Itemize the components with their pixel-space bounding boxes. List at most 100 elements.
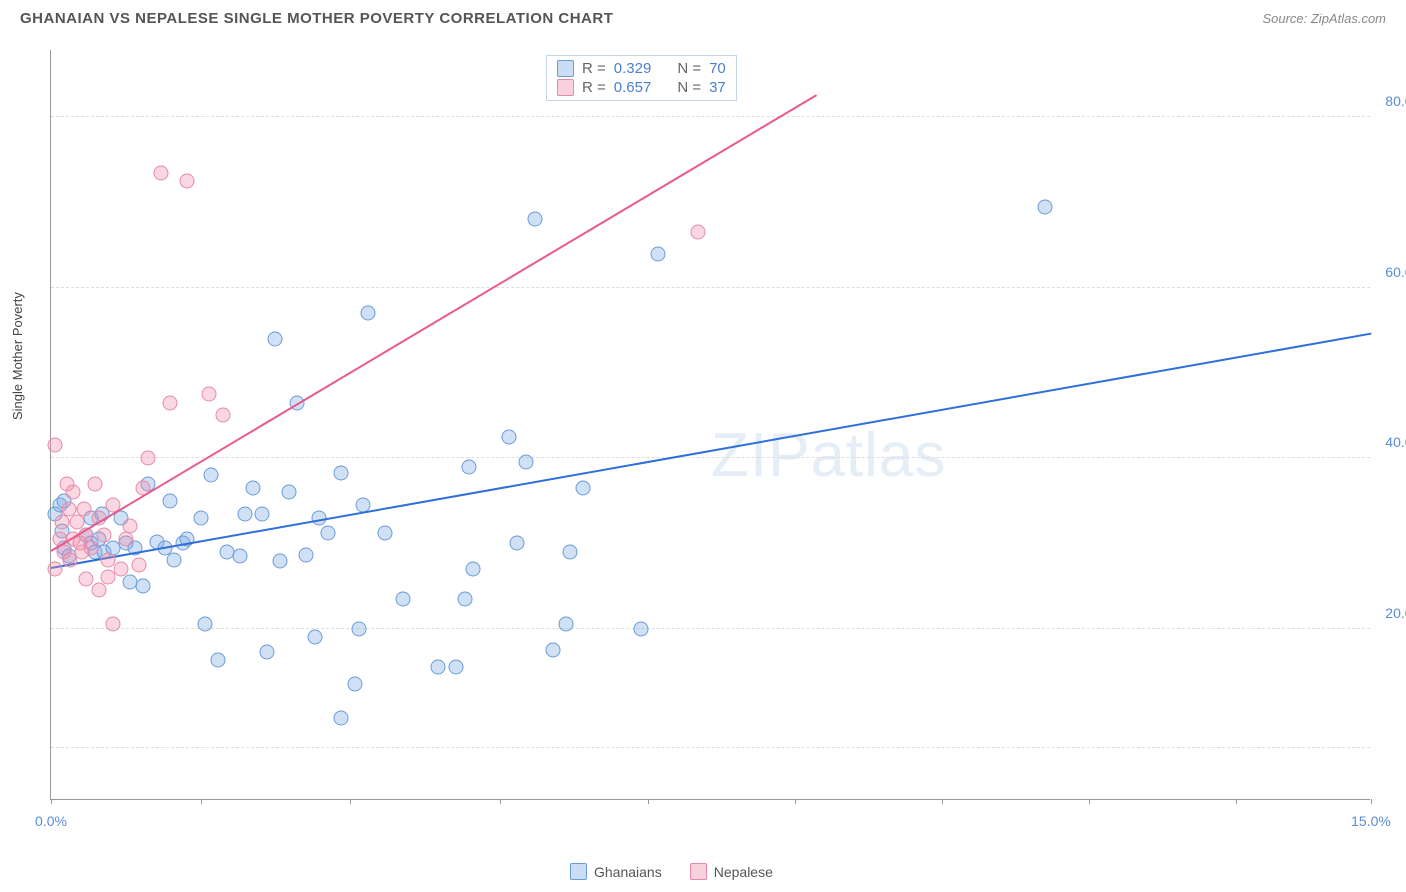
- gridline: [51, 116, 1370, 117]
- data-point: [462, 459, 477, 474]
- data-point: [690, 225, 705, 240]
- y-tick-label: 80.0%: [1385, 93, 1406, 109]
- legend-label: Nepalese: [714, 864, 773, 880]
- legend-label: Ghanaians: [594, 864, 662, 880]
- x-tick: [350, 799, 351, 804]
- n-label: N =: [677, 60, 701, 77]
- data-point: [48, 561, 63, 576]
- gridline: [51, 457, 1370, 458]
- data-point: [563, 544, 578, 559]
- data-point: [211, 653, 226, 668]
- data-point: [321, 526, 336, 541]
- series-legend: Ghanaians Nepalese: [570, 863, 773, 880]
- legend-stats-row: R =0.657N =37: [557, 78, 726, 97]
- data-point: [154, 165, 169, 180]
- r-label: R =: [582, 60, 606, 77]
- trend-line: [50, 94, 817, 552]
- data-point: [132, 557, 147, 572]
- legend-stats-row: R = 0.329 N = 70: [557, 59, 726, 78]
- source-label: Source: ZipAtlas.com: [1262, 11, 1386, 26]
- x-tick: [648, 799, 649, 804]
- r-value: 0.657: [614, 79, 652, 96]
- data-point: [162, 493, 177, 508]
- data-point: [448, 659, 463, 674]
- legend-swatch: [557, 60, 574, 77]
- data-point: [48, 438, 63, 453]
- data-point: [268, 331, 283, 346]
- data-point: [466, 561, 481, 576]
- data-point: [118, 532, 133, 547]
- data-point: [237, 506, 252, 521]
- data-point: [105, 617, 120, 632]
- scatter-chart: ZIPatlas R =0.329N =70R =0.657N =37 20.0…: [50, 50, 1370, 800]
- data-point: [233, 549, 248, 564]
- x-tick: [51, 799, 52, 804]
- data-point: [576, 480, 591, 495]
- data-point: [255, 506, 270, 521]
- data-point: [510, 536, 525, 551]
- data-point: [308, 630, 323, 645]
- x-tick: [201, 799, 202, 804]
- data-point: [54, 515, 69, 530]
- data-point: [114, 561, 129, 576]
- data-point: [193, 510, 208, 525]
- data-point: [204, 468, 219, 483]
- data-point: [79, 572, 94, 587]
- data-point: [123, 519, 138, 534]
- data-point: [180, 174, 195, 189]
- r-value: 0.329: [614, 60, 652, 77]
- data-point: [198, 617, 213, 632]
- data-point: [77, 502, 92, 517]
- data-point: [334, 466, 349, 481]
- data-point: [167, 553, 182, 568]
- legend-swatch: [557, 79, 574, 96]
- y-tick-label: 60.0%: [1385, 264, 1406, 280]
- data-point: [360, 306, 375, 321]
- n-value: 37: [709, 79, 726, 96]
- x-tick: [795, 799, 796, 804]
- data-point: [501, 429, 516, 444]
- stats-legend: R = 0.329 N = 70R = 0.657 N = 37: [546, 55, 737, 101]
- gridline: [51, 747, 1370, 748]
- data-point: [101, 570, 116, 585]
- data-point: [334, 711, 349, 726]
- data-point: [1038, 199, 1053, 214]
- x-tick: [1089, 799, 1090, 804]
- legend-item: Ghanaians: [570, 863, 662, 880]
- data-point: [215, 408, 230, 423]
- x-tick-label: 15.0%: [1351, 813, 1391, 829]
- data-point: [136, 578, 151, 593]
- data-point: [92, 583, 107, 598]
- data-point: [281, 485, 296, 500]
- r-label: R =: [582, 79, 606, 96]
- data-point: [651, 246, 666, 261]
- data-point: [202, 387, 217, 402]
- data-point: [378, 526, 393, 541]
- data-point: [431, 659, 446, 674]
- data-point: [528, 212, 543, 227]
- data-point: [396, 591, 411, 606]
- data-point: [66, 485, 81, 500]
- y-tick-label: 20.0%: [1385, 605, 1406, 621]
- data-point: [558, 617, 573, 632]
- data-point: [83, 540, 98, 555]
- data-point: [352, 621, 367, 636]
- x-tick: [1371, 799, 1372, 804]
- gridline: [51, 628, 1370, 629]
- data-point: [140, 451, 155, 466]
- data-point: [457, 591, 472, 606]
- n-value: 70: [709, 60, 726, 77]
- legend-swatch: [690, 863, 707, 880]
- data-point: [347, 676, 362, 691]
- y-axis-label: Single Mother Poverty: [10, 292, 25, 420]
- legend-swatch: [570, 863, 587, 880]
- data-point: [246, 480, 261, 495]
- data-point: [633, 621, 648, 636]
- data-point: [259, 645, 274, 660]
- data-point: [96, 527, 111, 542]
- data-point: [519, 455, 534, 470]
- legend-item: Nepalese: [690, 863, 773, 880]
- data-point: [545, 642, 560, 657]
- x-tick: [942, 799, 943, 804]
- data-point: [88, 476, 103, 491]
